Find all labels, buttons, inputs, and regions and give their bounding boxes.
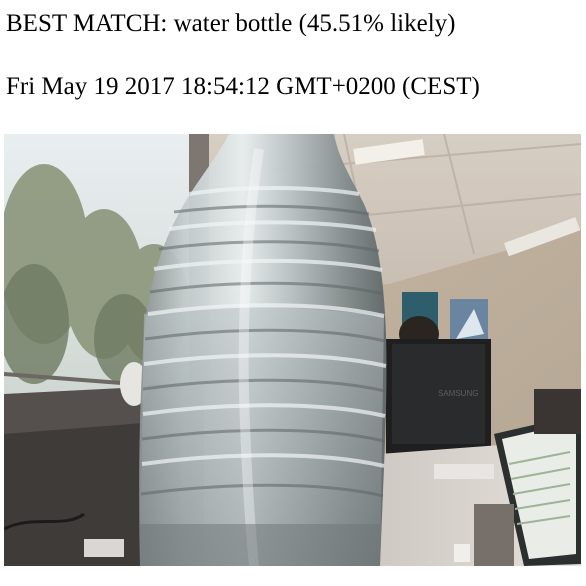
timestamp-label: Fri May 19 2017 18:54:12 GMT+0200 (CEST) — [6, 73, 480, 100]
monitor-brand-text: SAMSUNG — [438, 389, 478, 398]
best-match-label: BEST MATCH: water bottle (45.51% likely) — [6, 10, 456, 37]
camera-photo: SAMSUNG — [4, 134, 581, 566]
